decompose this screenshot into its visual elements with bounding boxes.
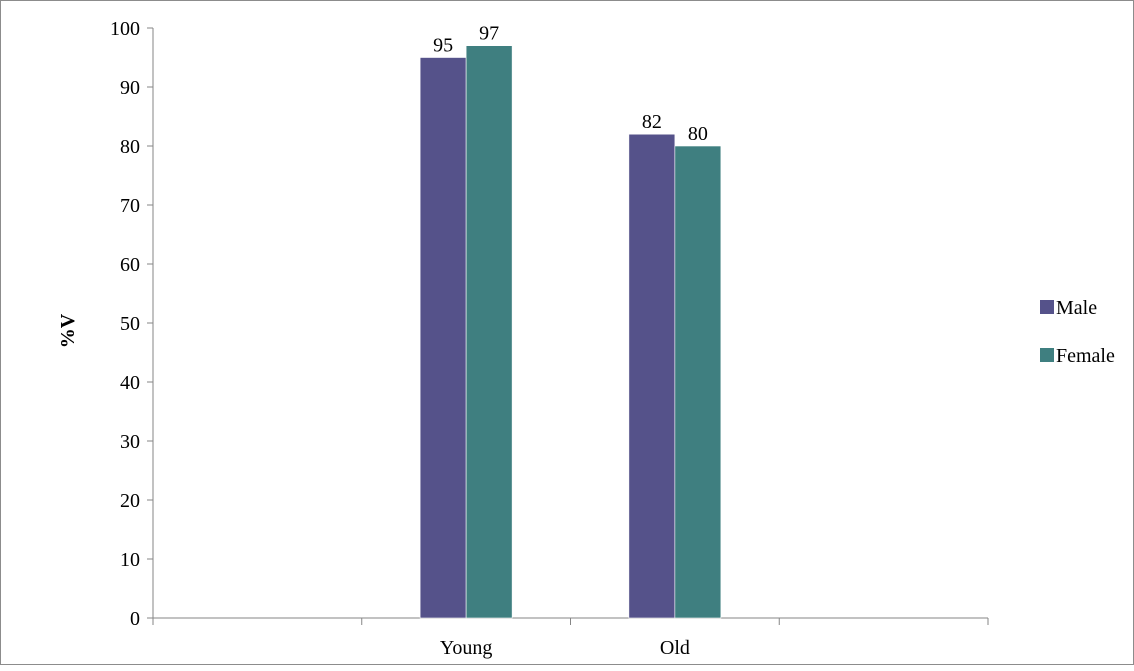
y-tick-label: 60 xyxy=(120,254,140,276)
legend-swatch-male xyxy=(1040,300,1054,314)
bar-male-old xyxy=(628,133,676,619)
y-tick-label: 30 xyxy=(120,431,140,453)
data-label: 97 xyxy=(479,23,499,45)
data-label: 82 xyxy=(642,111,662,133)
bar-male-young xyxy=(419,57,467,619)
data-label: 95 xyxy=(433,35,453,57)
bar-female-young xyxy=(465,45,513,619)
y-tick-label: 10 xyxy=(120,549,140,571)
data-labels: 95 97 82 80 xyxy=(433,23,708,145)
y-tick-label: 100 xyxy=(110,18,140,40)
x-tick-label: Young xyxy=(440,637,492,659)
x-tick-label: Old xyxy=(660,637,690,659)
bars xyxy=(419,45,722,619)
y-tick-label: 70 xyxy=(120,195,140,217)
y-tick-label: 40 xyxy=(120,372,140,394)
axes: 0 10 20 30 40 50 60 70 80 90 100 Young Old xyxy=(110,18,989,659)
data-label: 80 xyxy=(688,123,708,145)
legend-label: Female xyxy=(1056,345,1115,367)
y-tick-label: 0 xyxy=(130,608,140,630)
bar-female-old xyxy=(674,145,722,619)
legend-swatch-female xyxy=(1040,348,1054,362)
legend: Male Female xyxy=(1040,297,1115,367)
y-tick-label: 90 xyxy=(120,77,140,99)
y-tick-label: 50 xyxy=(120,313,140,335)
y-tick-label: 80 xyxy=(120,136,140,158)
y-tick-label: 20 xyxy=(120,490,140,512)
y-axis-label: %V xyxy=(57,313,79,348)
legend-label: Male xyxy=(1056,297,1097,319)
